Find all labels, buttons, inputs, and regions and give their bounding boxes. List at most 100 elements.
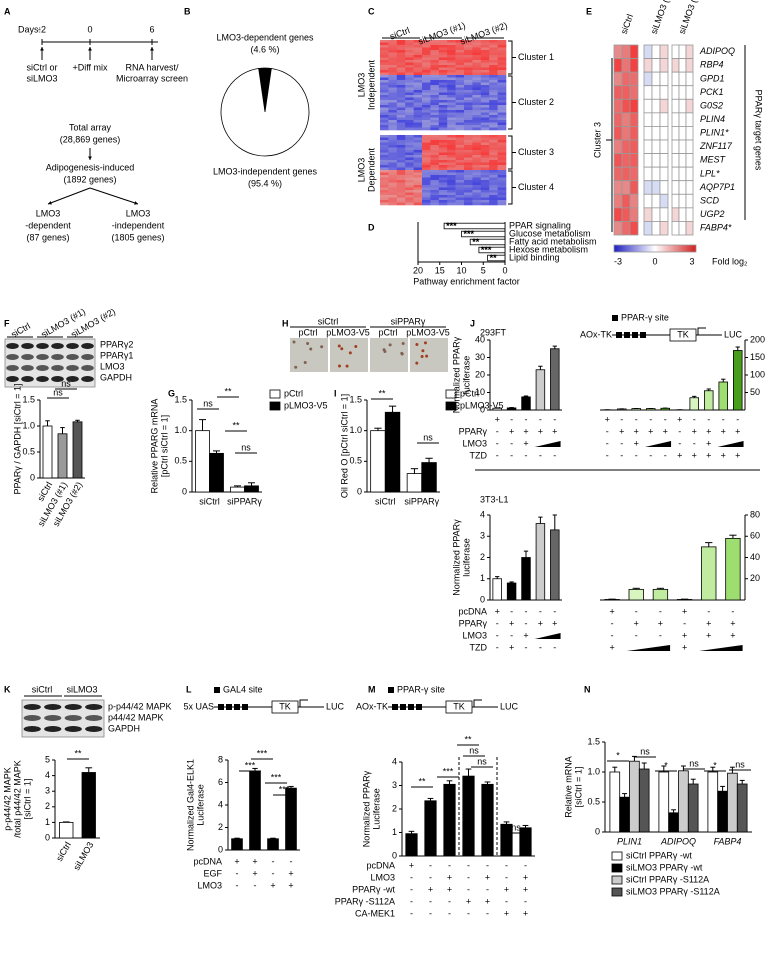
blot-band <box>81 376 94 382</box>
condition-mark: - <box>410 884 413 894</box>
heatmap-cell <box>659 166 669 182</box>
site-box <box>400 704 406 710</box>
heatmap-cell <box>464 85 473 88</box>
bar <box>487 254 506 262</box>
y-axis-label: luciferase <box>461 356 471 395</box>
heatmap-cell <box>388 107 398 111</box>
condition-label: PPARγ <box>459 618 488 628</box>
heatmap-cell <box>659 58 669 73</box>
blot-band <box>36 343 49 349</box>
label: siCtrl <box>32 684 53 694</box>
heatmap-cell <box>430 195 440 198</box>
heatmap-cell <box>396 197 406 201</box>
heatmap-cell <box>413 167 423 171</box>
heatmap-cell <box>430 147 440 151</box>
stain-spot <box>337 364 341 368</box>
heatmap-cell <box>497 57 507 61</box>
condition-mark: - <box>467 884 470 894</box>
site-box <box>624 332 630 338</box>
condition-mark: + <box>409 860 414 870</box>
heatmap-cell <box>388 170 398 173</box>
heatmap-cell <box>464 60 473 63</box>
heatmap-cell <box>438 55 448 58</box>
condition-label: CA-MEK1 <box>355 908 395 918</box>
heatmap-cell <box>497 152 507 156</box>
heatmap-cell <box>472 57 482 61</box>
heatmap-cell <box>438 160 448 163</box>
arrow <box>47 187 91 205</box>
heatmap-cell <box>380 60 389 63</box>
heatmap-cell <box>480 107 490 111</box>
heatmap-cell <box>659 207 669 222</box>
heatmap-cell <box>396 115 406 118</box>
blot-band <box>85 726 103 732</box>
heatmap-cell <box>447 52 456 56</box>
heatmap-cell <box>472 142 482 146</box>
heatmap-cell <box>472 152 482 156</box>
heatmap-cell <box>480 102 490 106</box>
heatmap-cell <box>447 165 456 168</box>
heatmap-cell <box>497 135 507 138</box>
heatmap-cell <box>430 122 440 126</box>
heatmap-cell <box>455 175 465 178</box>
heatmap-cell <box>613 58 623 73</box>
heatmap-cell <box>678 98 687 114</box>
bar <box>424 800 437 857</box>
heatmap-cell <box>489 60 498 63</box>
heatmap-cell <box>447 185 456 188</box>
heatmap-cell <box>380 90 389 93</box>
heatmap-cell <box>413 177 423 181</box>
panel-letter: J <box>470 318 475 328</box>
heatmap-cell <box>380 110 389 113</box>
heatmap-cell <box>472 162 482 166</box>
condition-mark: + <box>706 618 711 628</box>
heatmap-cell <box>464 200 473 203</box>
heatmap-cell <box>396 192 406 196</box>
condition-label: pcDNA <box>193 856 222 866</box>
heatmap-cell <box>405 90 414 93</box>
heatmap-cell <box>438 127 448 131</box>
heatmap-cell <box>388 62 398 66</box>
heatmap-cell <box>455 180 465 183</box>
heatmap-cell <box>464 70 473 73</box>
heatmap-cell <box>472 155 482 158</box>
heatmap-cell <box>489 200 498 203</box>
heatmap-cell <box>497 195 507 198</box>
heatmap-cell <box>447 200 456 203</box>
label: 3T3-L1 <box>480 494 509 504</box>
heatmap-cell <box>405 55 414 58</box>
heatmap-cell <box>480 72 490 76</box>
heatmap-cell <box>422 155 431 158</box>
condition-mark: + <box>730 618 735 628</box>
heatmap-cell <box>430 140 440 143</box>
heatmap-cell <box>430 180 440 183</box>
condition-label: EGF <box>203 868 222 878</box>
heatmap-cell <box>430 42 440 46</box>
heatmap-cell <box>480 100 490 103</box>
heatmap-cell <box>455 112 465 116</box>
heatmap-cell <box>413 197 423 201</box>
heatmap-cell <box>455 137 465 141</box>
heatmap-cell <box>643 180 653 195</box>
heatmap-cell <box>629 126 639 141</box>
heatmap-cell <box>472 200 482 203</box>
heatmap-cell <box>396 127 406 131</box>
heatmap-cell <box>497 82 507 86</box>
significance: * <box>713 760 717 770</box>
cluster-bracket <box>508 40 513 75</box>
condition-mark: - <box>429 908 432 918</box>
condition-mark: + <box>270 880 275 890</box>
heatmap-cell <box>472 165 482 168</box>
heatmap-cell <box>396 42 406 46</box>
heatmap-cell <box>613 98 623 114</box>
heatmap-cell <box>497 117 507 121</box>
heatmap-cell <box>497 140 507 143</box>
y-tick-label: 2 <box>480 552 485 562</box>
heatmap-cell <box>464 172 473 176</box>
heatmap-cell <box>447 152 456 156</box>
heatmap-cell <box>438 47 448 51</box>
heatmap-cell <box>651 126 661 141</box>
heatmap-cell <box>396 172 406 176</box>
significance: ns <box>735 759 745 769</box>
category-label: ADIPOQ <box>660 836 696 846</box>
